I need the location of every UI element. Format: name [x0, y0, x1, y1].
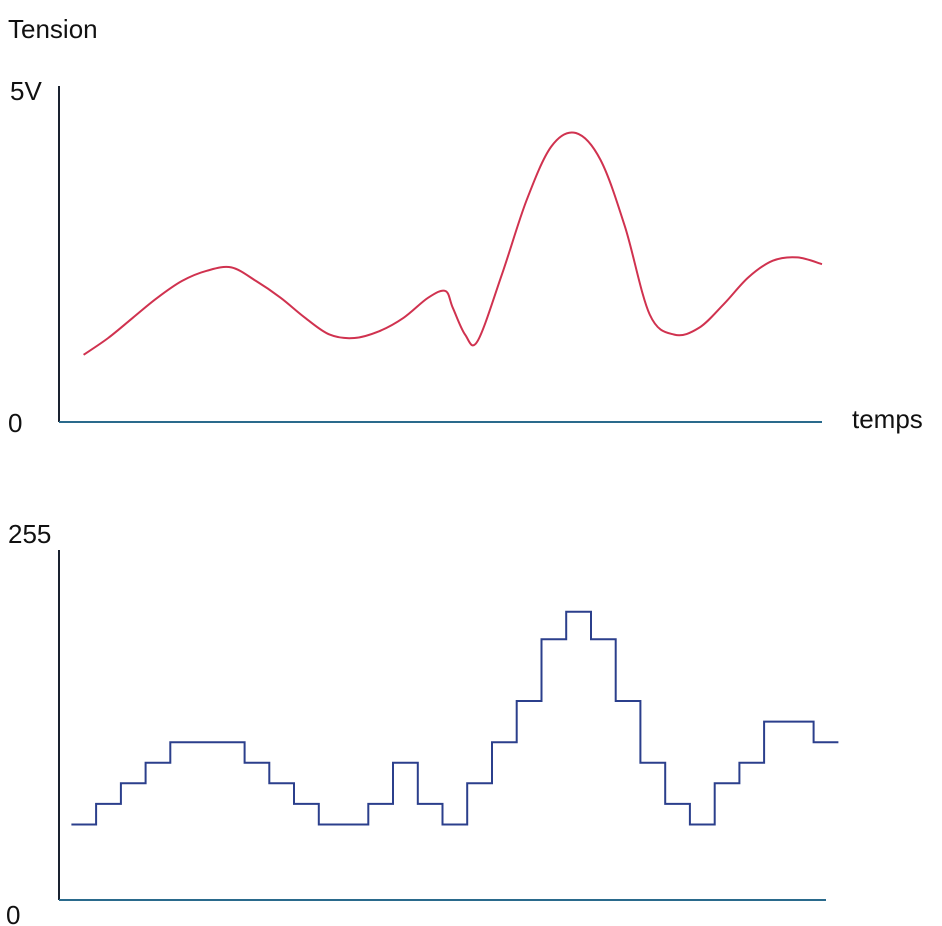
top-y-tick-max: 5V [10, 76, 42, 106]
top-y-tick-min: 0 [8, 408, 22, 438]
bottom-points [71, 612, 838, 825]
quantized-signal-steps [71, 610, 839, 826]
top-y-axis-label: Tension [8, 14, 98, 44]
bottom-y-tick-min: 0 [6, 900, 20, 926]
top-x-axis-label: temps [852, 404, 923, 434]
bottom-y-tick-max: 255 [8, 519, 51, 549]
digital-value-chart: 255 0 [6, 519, 839, 926]
analog-signal-line [83, 131, 823, 356]
analog-voltage-chart: Tension 5V 0 temps [8, 14, 923, 438]
